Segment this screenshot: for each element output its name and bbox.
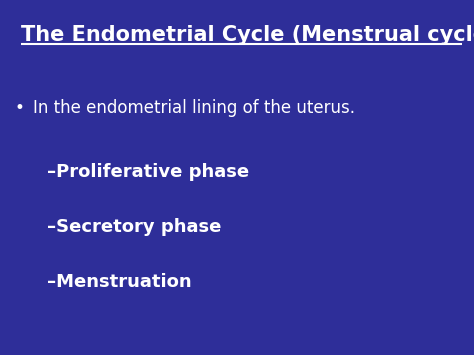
Text: •: • <box>14 99 24 118</box>
Text: The Endometrial Cycle (Menstrual cycle): The Endometrial Cycle (Menstrual cycle) <box>21 25 474 45</box>
Text: –Menstruation: –Menstruation <box>47 273 192 291</box>
Text: –Secretory phase: –Secretory phase <box>47 218 222 236</box>
Text: –Proliferative phase: –Proliferative phase <box>47 163 249 181</box>
Text: In the endometrial lining of the uterus.: In the endometrial lining of the uterus. <box>33 99 355 118</box>
